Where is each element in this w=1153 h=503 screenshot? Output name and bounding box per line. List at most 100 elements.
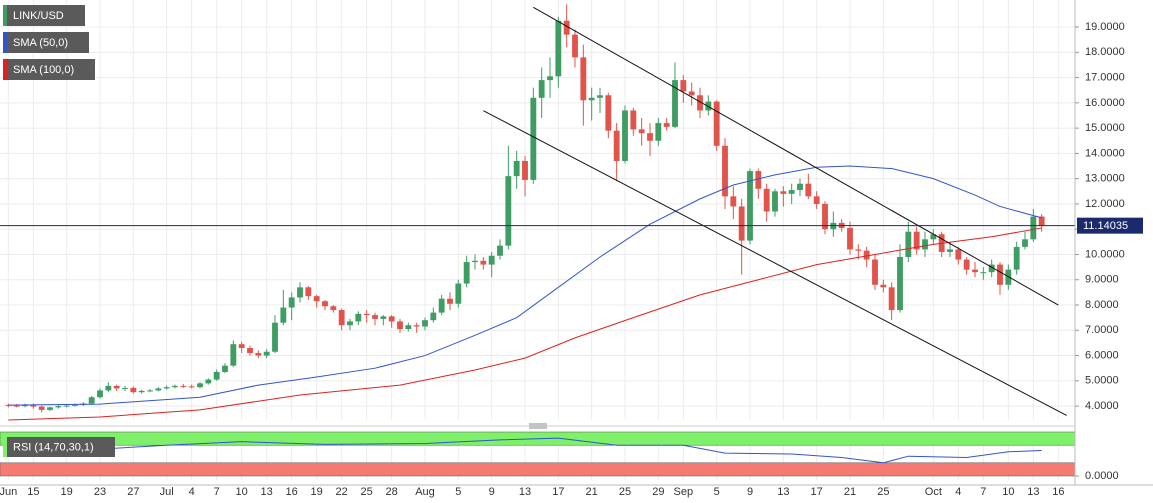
candle-body bbox=[363, 313, 370, 316]
y-tick-label: 6.0000 bbox=[1085, 349, 1119, 361]
y-tick-label: 9.0000 bbox=[1085, 274, 1119, 286]
y-tick-label: 17.0000 bbox=[1085, 71, 1125, 83]
candle-body bbox=[163, 387, 170, 389]
y-tick-label: 19.0000 bbox=[1085, 21, 1125, 33]
legend-swatch bbox=[3, 5, 7, 26]
candle-body bbox=[463, 262, 470, 284]
candle-body bbox=[13, 405, 20, 407]
x-tick-label: 13 bbox=[1027, 486, 1039, 498]
candle-body bbox=[647, 133, 653, 141]
candle-body bbox=[755, 171, 762, 189]
candle-body bbox=[322, 301, 328, 307]
candle-body bbox=[680, 80, 687, 92]
legend-box[interactable] bbox=[3, 5, 85, 26]
candle-body bbox=[138, 390, 145, 393]
candle-body bbox=[572, 34, 578, 58]
candle-body bbox=[897, 257, 903, 311]
x-tick-label: 10 bbox=[236, 486, 248, 498]
x-tick-label: 25 bbox=[877, 486, 889, 498]
candle-body bbox=[722, 145, 728, 197]
candle-body bbox=[205, 379, 212, 384]
candle-body bbox=[488, 255, 495, 265]
candle-body bbox=[213, 371, 220, 380]
candle-body bbox=[97, 390, 103, 398]
candle-body bbox=[230, 344, 237, 366]
legend-box[interactable] bbox=[3, 32, 89, 53]
x-tick-label: Oct bbox=[925, 486, 942, 498]
candle-body bbox=[822, 203, 828, 230]
candle-body bbox=[238, 344, 245, 348]
x-tick-label: 27 bbox=[127, 486, 139, 498]
y-tick-label: 8.0000 bbox=[1085, 299, 1119, 311]
candle-body bbox=[588, 97, 595, 101]
x-tick-label: 9 bbox=[489, 486, 495, 498]
x-tick-label: Aug bbox=[415, 486, 435, 498]
candle-body bbox=[963, 259, 970, 270]
x-tick-label: 10 bbox=[1002, 486, 1014, 498]
candle-body bbox=[247, 347, 253, 354]
candle-body bbox=[113, 385, 120, 389]
candle-body bbox=[788, 190, 795, 194]
legend-box[interactable] bbox=[3, 437, 115, 457]
candle-body bbox=[297, 287, 303, 298]
candle-body bbox=[772, 191, 778, 212]
candle-body bbox=[330, 306, 337, 311]
candle-body bbox=[497, 245, 503, 256]
candle-body bbox=[130, 387, 137, 393]
candle-body bbox=[555, 20, 562, 77]
candle-body bbox=[438, 298, 445, 313]
candle-body bbox=[288, 297, 295, 308]
candle-body bbox=[522, 160, 528, 180]
separator-handle[interactable] bbox=[529, 423, 547, 429]
candle-body bbox=[430, 312, 437, 321]
candle-body bbox=[1022, 239, 1028, 247]
trend-line bbox=[533, 6, 1059, 306]
x-tick-label: 25 bbox=[361, 486, 373, 498]
y-tick-label: 15.0000 bbox=[1085, 122, 1125, 134]
x-tick-label: 17 bbox=[811, 486, 823, 498]
legend: LINK/USD SMA (50,0) SMA (100,0) RSI (14,… bbox=[3, 5, 115, 457]
candle-body bbox=[388, 316, 395, 322]
y-tick-label: 10.0000 bbox=[1085, 248, 1125, 260]
candle-body bbox=[888, 287, 895, 311]
x-tick-label: Sep bbox=[674, 486, 694, 498]
candle-body bbox=[855, 249, 862, 251]
y-tick-label: 14.0000 bbox=[1085, 147, 1125, 159]
x-tick-label: 16 bbox=[286, 486, 298, 498]
candle-body bbox=[905, 231, 912, 258]
legend-label: SMA (100,0) bbox=[13, 64, 74, 76]
grid bbox=[0, 0, 1075, 480]
candle-body bbox=[763, 188, 770, 212]
candle-body bbox=[455, 283, 462, 304]
candle-body bbox=[397, 321, 403, 330]
candle-body bbox=[105, 385, 112, 391]
last-price-label: 11.14035 bbox=[1083, 220, 1128, 232]
candle-body bbox=[255, 353, 262, 356]
x-tick-label: 13 bbox=[519, 486, 531, 498]
candle-body bbox=[180, 385, 187, 387]
candle-body bbox=[797, 183, 803, 191]
legend-swatch bbox=[3, 32, 7, 53]
legend-box[interactable] bbox=[3, 59, 95, 80]
legend-swatch bbox=[3, 59, 7, 80]
candle-body bbox=[263, 351, 270, 356]
candle-body bbox=[630, 110, 637, 130]
axes: Jun 15 19 23 27 Jul 4 7 10 13 16 19 22 25 28 Aug 5 9 13 17 2… bbox=[0, 21, 1143, 498]
candle-body bbox=[697, 95, 703, 111]
sma-line bbox=[8, 165, 1042, 406]
candle-body bbox=[622, 110, 628, 161]
candle-body bbox=[355, 313, 362, 322]
candle-body bbox=[955, 249, 962, 260]
candle-body bbox=[422, 320, 428, 327]
candle-body bbox=[738, 206, 745, 241]
candle-body bbox=[88, 397, 95, 404]
candle-body bbox=[997, 264, 1003, 285]
x-tick-label: 28 bbox=[386, 486, 398, 498]
candle-body bbox=[513, 160, 520, 177]
y-tick-label: 4.0000 bbox=[1085, 400, 1119, 412]
candle-body bbox=[47, 407, 53, 410]
candle-body bbox=[655, 123, 662, 141]
x-tick-label: 22 bbox=[336, 486, 348, 498]
sma-line bbox=[8, 227, 1042, 421]
